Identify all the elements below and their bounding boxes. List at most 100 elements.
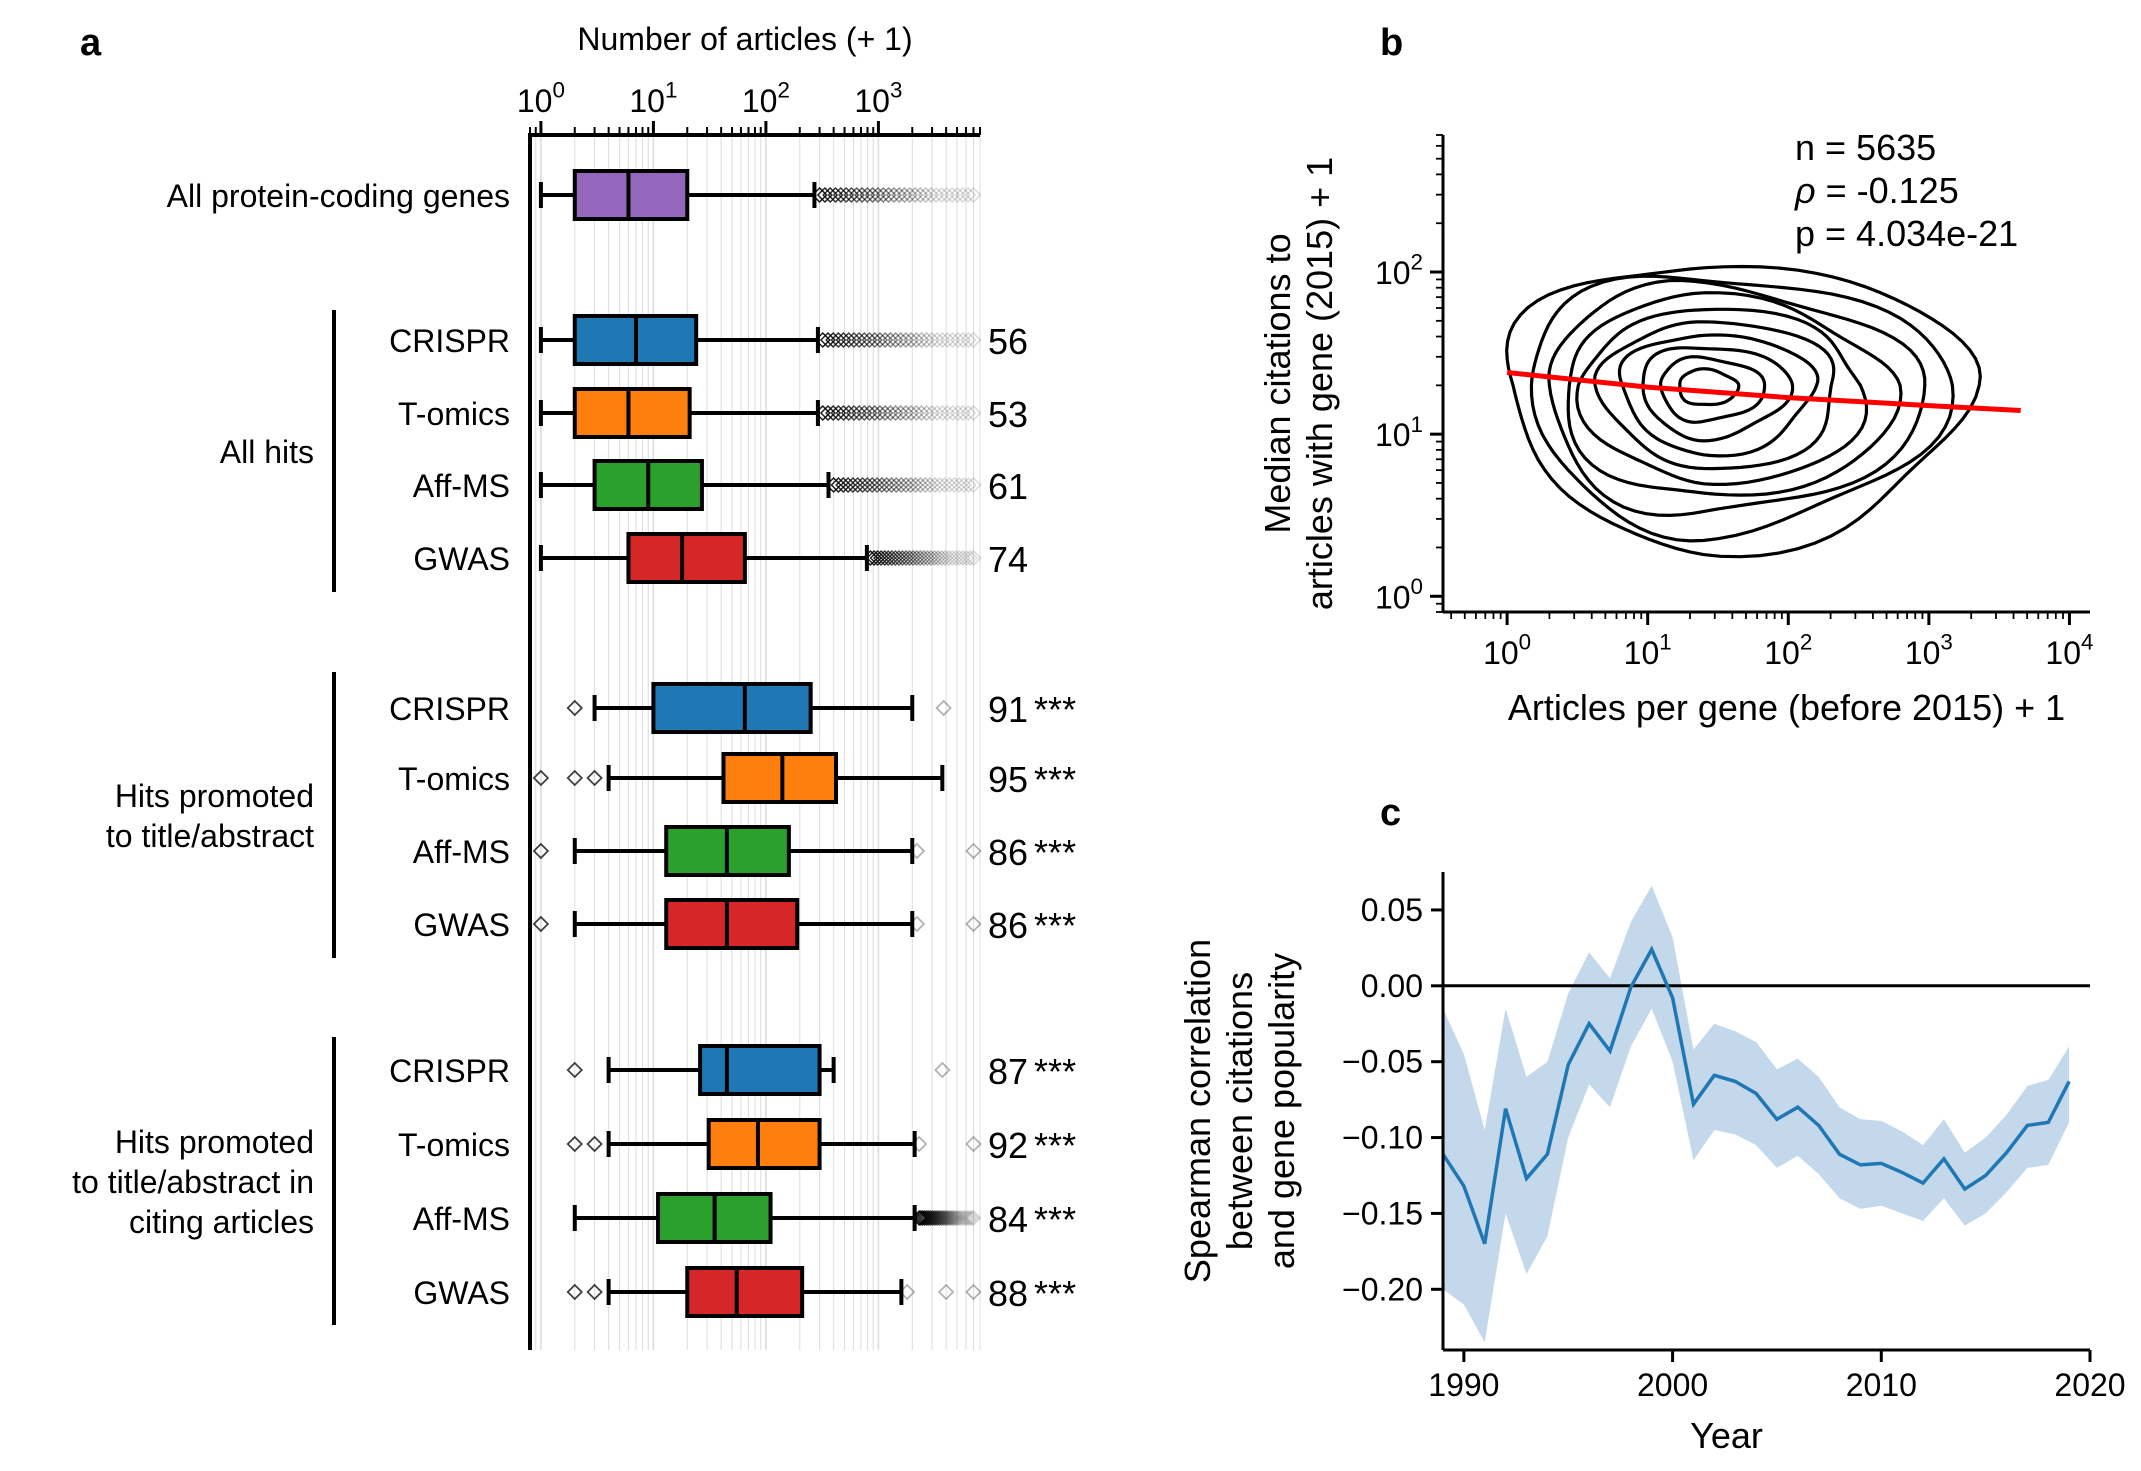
annotation-value: 91 <box>988 689 1028 730</box>
outlier-marker <box>887 331 904 349</box>
outlier-marker <box>950 1209 967 1227</box>
outlier-marker <box>851 404 868 422</box>
outlier-marker <box>880 549 897 567</box>
outlier-marker <box>965 404 982 422</box>
outlier-marker <box>827 186 844 204</box>
outlier-marker <box>948 1209 965 1227</box>
box-row <box>538 459 982 511</box>
outlier-marker <box>928 186 945 204</box>
y-tick-label-base: 10 <box>1375 579 1411 615</box>
outlier-marker <box>960 186 977 204</box>
stat-rho-value: = -0.125 <box>1816 170 1959 211</box>
x-tick-label-exponent: 0 <box>552 78 564 103</box>
outlier-marker <box>939 1209 956 1227</box>
outlier-marker <box>894 549 911 567</box>
outlier-marker <box>586 1283 603 1301</box>
outlier-marker <box>532 769 550 787</box>
stat-p: p = 4.034e-21 <box>1795 213 2018 254</box>
outlier-marker <box>927 1209 945 1227</box>
x-tick-label-base: 10 <box>629 83 665 119</box>
outlier-marker <box>875 186 892 204</box>
outlier-marker <box>819 331 836 349</box>
outlier-marker <box>845 331 862 349</box>
row-label: GWAS <box>413 907 510 943</box>
outlier-marker <box>897 404 914 422</box>
outlier-marker <box>931 476 948 494</box>
row-annotation: 74 <box>988 539 1028 580</box>
outlier-marker <box>954 549 971 567</box>
outlier-marker <box>952 1209 969 1227</box>
outlier-marker <box>901 186 918 204</box>
outlier-marker <box>888 476 905 494</box>
outlier-marker <box>946 1209 963 1227</box>
outlier-marker <box>566 699 584 717</box>
y-axis-label-line: Median citations to <box>1257 233 1298 533</box>
box <box>664 898 800 950</box>
box <box>721 752 839 804</box>
outlier-marker <box>903 404 920 422</box>
row-annotation: 92 *** <box>988 1125 1076 1166</box>
row-label: All protein-coding genes <box>167 178 510 214</box>
outlier-marker <box>816 186 833 204</box>
outlier-marker <box>835 404 852 422</box>
group-label-line: All hits <box>220 434 314 470</box>
box-row <box>566 1118 982 1170</box>
outlier-marker <box>897 331 914 349</box>
density-contour <box>1592 320 1836 471</box>
outlier-marker <box>935 699 952 717</box>
x-tick-label-base: 10 <box>1483 635 1519 671</box>
row-annotation: 88 *** <box>988 1273 1076 1314</box>
outlier-marker <box>907 476 924 494</box>
x-tick-label-exponent: 2 <box>777 78 789 103</box>
outlier-marker <box>944 404 961 422</box>
outlier-marker <box>922 186 940 204</box>
outlier-marker <box>947 549 964 567</box>
outlier-marker <box>856 331 873 349</box>
outlier-marker <box>960 476 977 494</box>
box <box>626 532 747 584</box>
outlier-marker <box>965 1135 982 1153</box>
x-tick-label-base: 10 <box>2045 635 2081 671</box>
stat-rho: ρ = -0.125 <box>1794 170 1959 211</box>
outlier-marker <box>892 331 909 349</box>
outlier-marker <box>934 331 951 349</box>
row-label: GWAS <box>413 541 510 577</box>
box <box>685 1266 805 1318</box>
outlier-marker <box>866 404 883 422</box>
outlier-marker <box>960 331 977 349</box>
outlier-marker <box>941 476 958 494</box>
significance-stars: *** <box>1034 1199 1076 1240</box>
x-tick-label-exponent: 4 <box>2081 630 2093 655</box>
y-tick-label-base: 10 <box>1375 417 1411 453</box>
density-contour <box>1678 367 1741 407</box>
x-tick-label-base: 10 <box>854 83 890 119</box>
outlier-marker <box>912 476 929 494</box>
y-tick-label-exponent: 1 <box>1411 412 1423 437</box>
outlier-marker <box>887 549 904 567</box>
outlier-marker <box>873 476 890 494</box>
box <box>651 682 813 734</box>
outlier-marker <box>903 331 920 349</box>
box-row <box>538 169 982 221</box>
outlier-marker <box>933 186 950 204</box>
outlier-marker <box>941 1209 958 1227</box>
outlier-marker <box>959 1209 976 1227</box>
outlier-marker <box>912 549 929 567</box>
significance-stars: *** <box>1034 1125 1076 1166</box>
outlier-marker <box>935 1209 952 1227</box>
row-label: Aff-MS <box>413 468 510 504</box>
density-contour <box>1566 291 1903 497</box>
significance-stars: *** <box>1034 905 1076 946</box>
y-axis-label-line: articles with gene (2015) + 1 <box>1299 157 1340 610</box>
outlier-marker <box>926 549 943 567</box>
outlier-marker <box>937 1283 955 1301</box>
outlier-marker <box>566 1135 584 1153</box>
outlier-marker <box>869 549 886 567</box>
outlier-marker <box>532 915 550 933</box>
outlier-marker <box>830 404 847 422</box>
outlier-marker <box>965 1209 982 1227</box>
x-tick-label: 102 <box>742 78 790 119</box>
outlier-marker <box>958 549 975 567</box>
